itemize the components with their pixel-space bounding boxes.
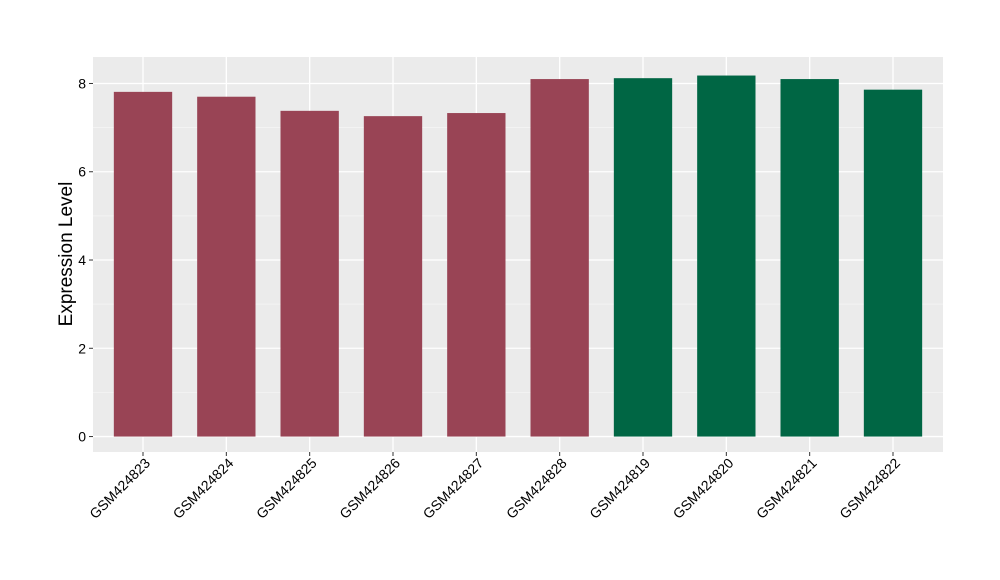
bar-GSM424824 bbox=[197, 96, 256, 437]
bar-GSM424823 bbox=[113, 91, 173, 437]
x-tick-label: GSM424820 bbox=[670, 455, 737, 522]
bar-GSM424819 bbox=[613, 78, 673, 437]
bar-GSM424825 bbox=[280, 110, 339, 437]
bar-GSM424828 bbox=[530, 79, 589, 437]
y-tick-label: 2 bbox=[78, 340, 86, 356]
x-tick-label: GSM424825 bbox=[253, 455, 320, 522]
bar-GSM424822 bbox=[863, 89, 923, 437]
x-tick-label: GSM424824 bbox=[170, 455, 237, 522]
bar-GSM424821 bbox=[780, 79, 839, 437]
x-tick-label: GSM424821 bbox=[753, 455, 820, 522]
bar-GSM424827 bbox=[447, 113, 506, 437]
y-tick-label: 4 bbox=[78, 252, 86, 268]
bar-GSM424826 bbox=[363, 116, 423, 437]
x-tick-label: GSM424819 bbox=[586, 455, 653, 522]
y-axis: 0 2 4 6 8 bbox=[78, 75, 93, 445]
y-tick-label: 6 bbox=[78, 164, 86, 180]
x-tick-label: GSM424827 bbox=[420, 455, 487, 522]
y-axis-title: Expression Level bbox=[56, 182, 77, 327]
bars bbox=[113, 75, 923, 437]
bar-GSM424820 bbox=[697, 75, 756, 437]
x-tick-label: GSM424826 bbox=[336, 455, 403, 522]
x-axis: GSM424823 GSM424824 GSM424825 GSM424826 GSM4… bbox=[86, 452, 903, 522]
y-tick-label: 0 bbox=[78, 429, 86, 445]
x-tick-label: GSM424822 bbox=[836, 455, 903, 522]
x-tick-label: GSM424828 bbox=[503, 455, 570, 522]
y-tick-label: 8 bbox=[78, 75, 86, 91]
x-tick-label: GSM424823 bbox=[86, 455, 153, 522]
